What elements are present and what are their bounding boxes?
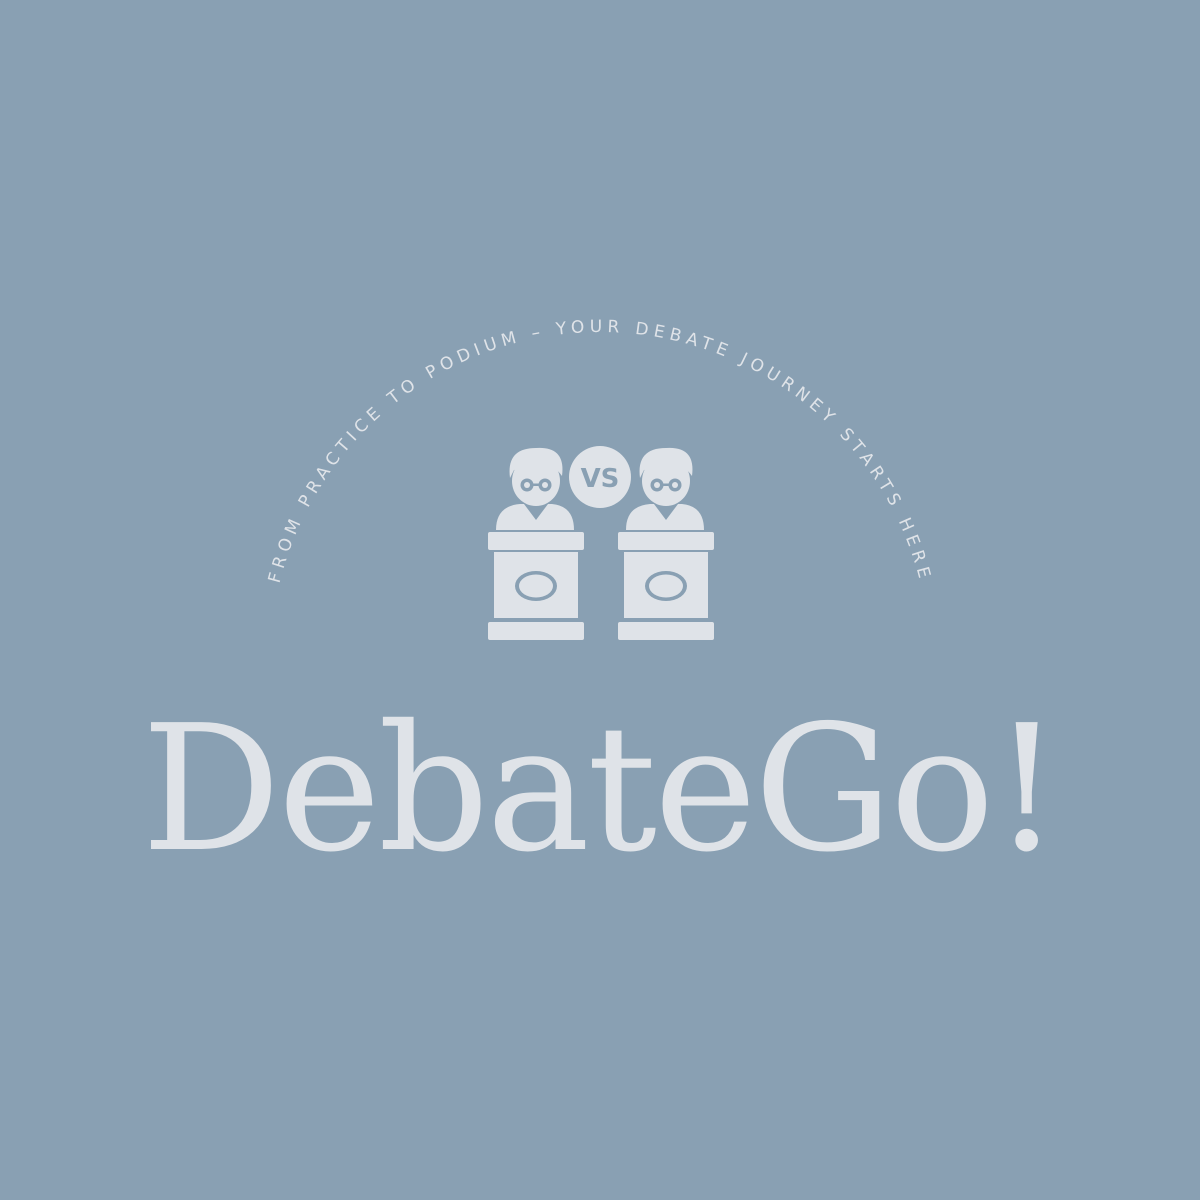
vs-badge-label: VS	[581, 464, 620, 494]
brand-wordmark: DebateGo!	[141, 688, 1061, 891]
right-debater-icon	[618, 447, 714, 640]
debate-emblem-icon: VS	[488, 446, 714, 640]
vs-badge: VS	[569, 446, 631, 508]
left-debater-icon	[488, 447, 584, 640]
